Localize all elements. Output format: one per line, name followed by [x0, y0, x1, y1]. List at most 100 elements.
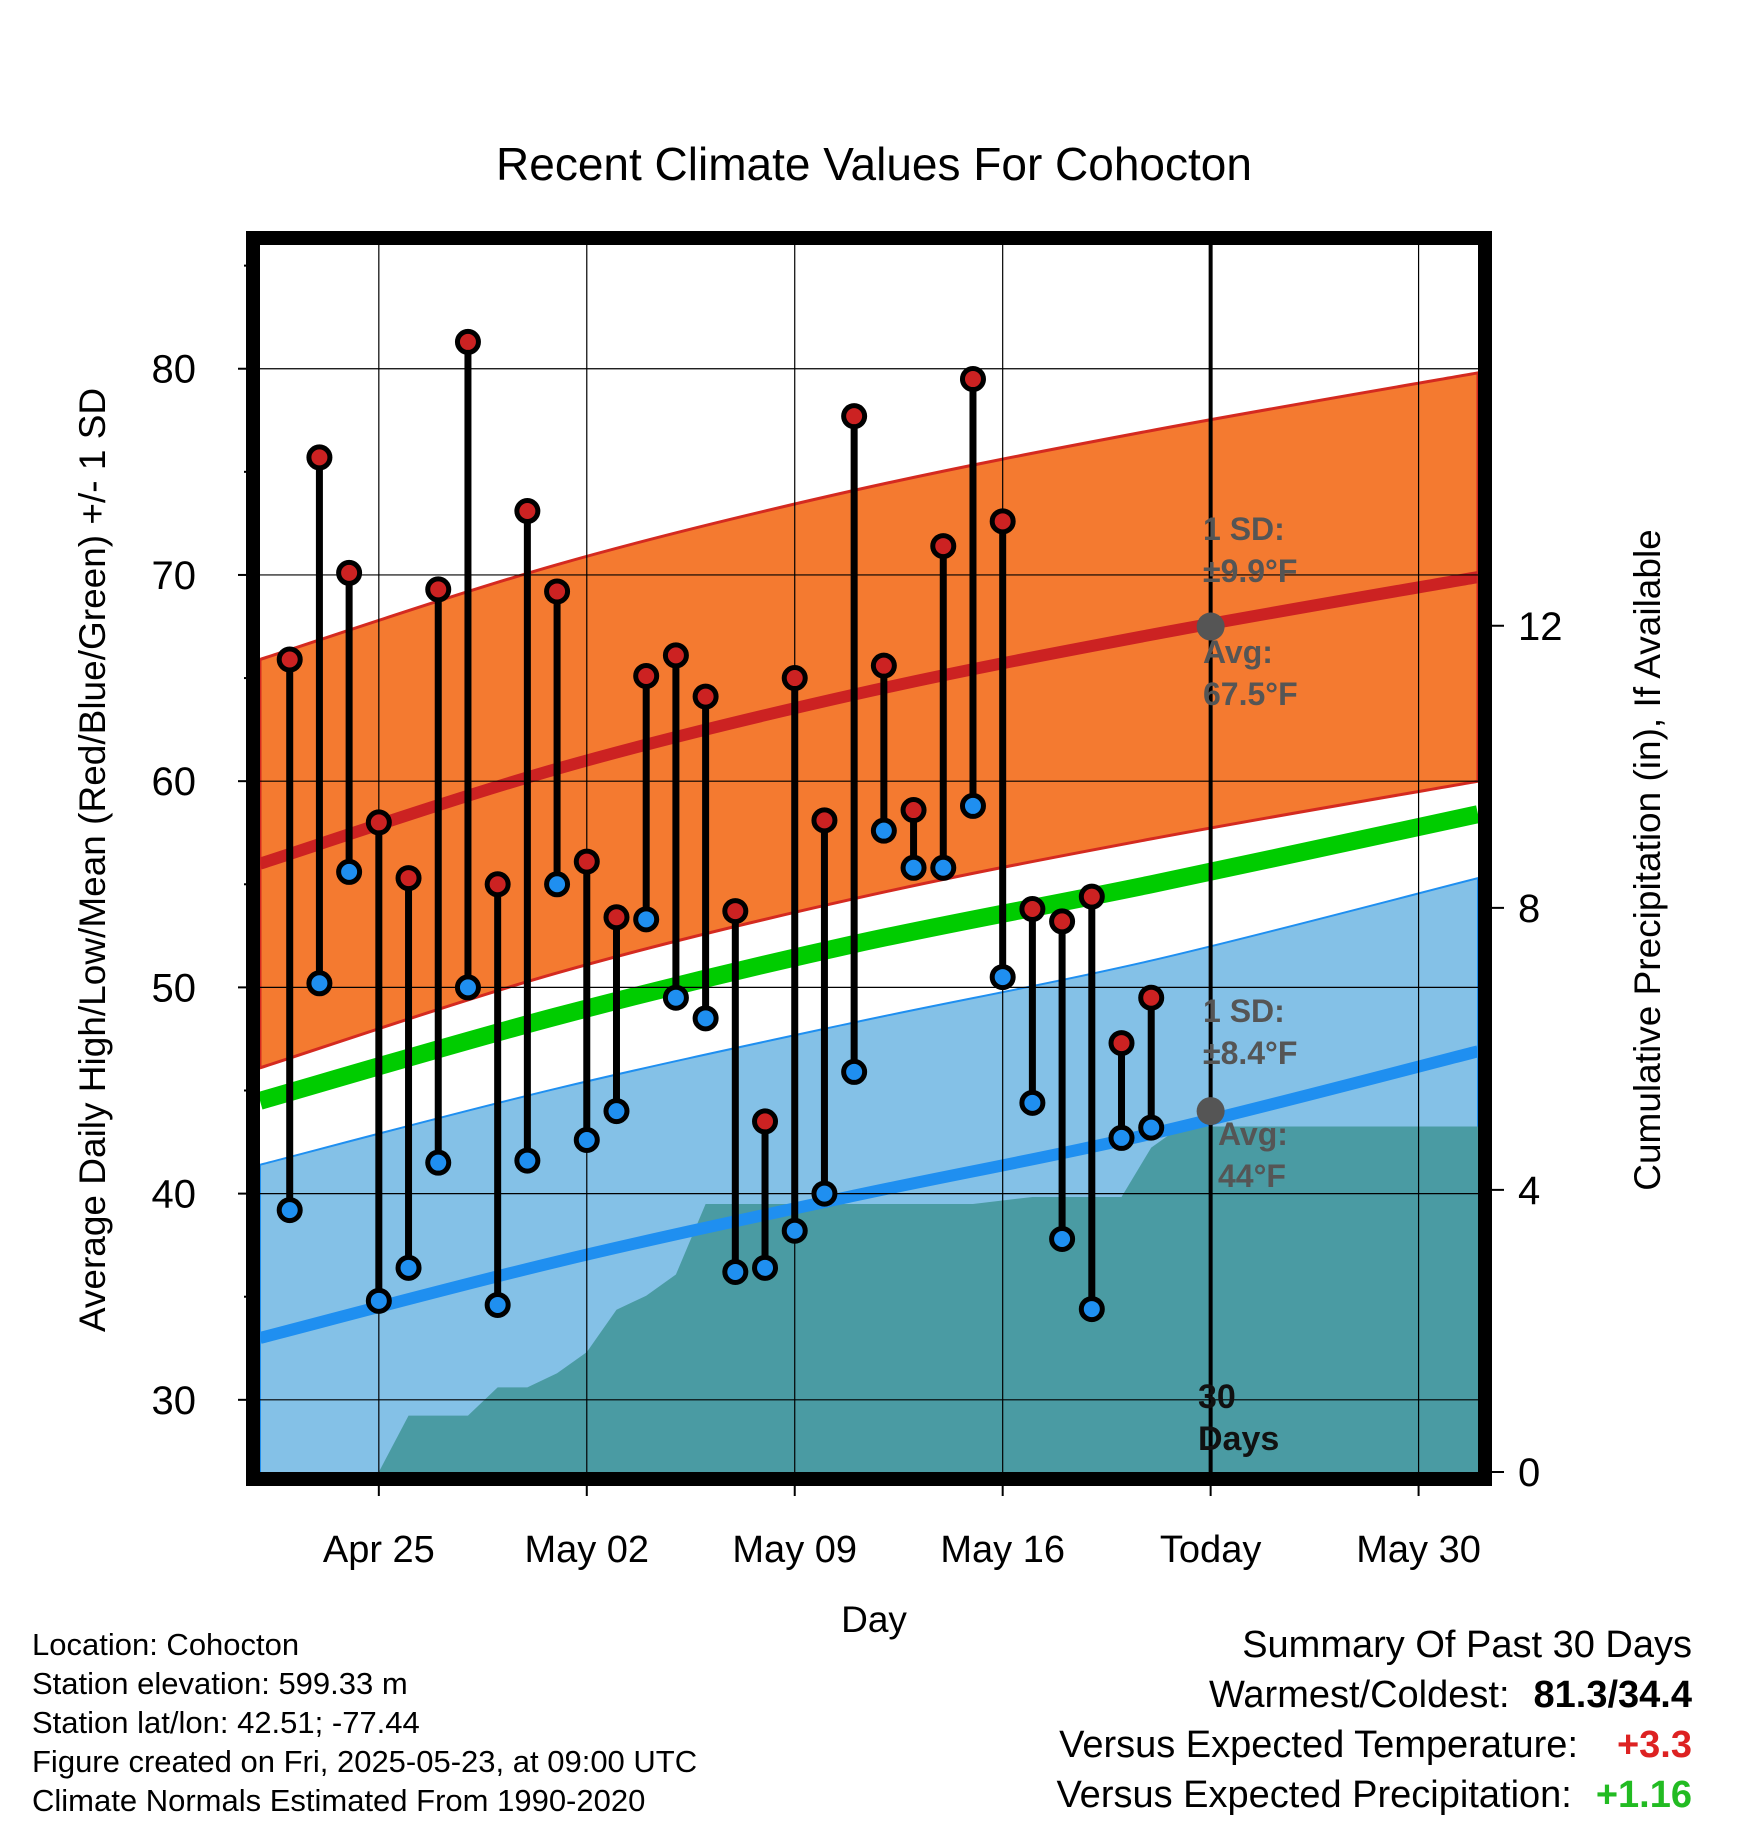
high-temp-point [989, 508, 1016, 535]
high-temp-point [365, 809, 392, 836]
low-temp-point [484, 1291, 511, 1318]
y-right-tick-label: 0 [1518, 1451, 1540, 1495]
high-sd-value: ±9.9°F [1203, 553, 1297, 589]
precip-label: Versus Expected Precipitation: [1056, 1774, 1572, 1816]
low-temp-point [811, 1180, 838, 1207]
x-tick-label: May 16 [940, 1529, 1065, 1571]
low-temp-point [1049, 1225, 1076, 1252]
plot-area: 1 SD: ±9.9°F Avg: 67.5°F 1 SD: ±8.4°F Avg: 44°F… [152, 231, 1563, 1571]
high-temp-point [573, 848, 600, 875]
low-temp-point [1078, 1296, 1105, 1323]
high-temp-point [1019, 896, 1046, 923]
y-left-tick-label: 30 [152, 1379, 197, 1423]
high-temp-point [306, 444, 333, 471]
low-temp-point [1108, 1124, 1135, 1151]
high-temp-point [662, 642, 689, 669]
precip-value: +1.16 [1595, 1774, 1692, 1816]
y-left-tick-label: 40 [152, 1173, 197, 1217]
y-axis-left-label: Average Daily High/Low/Mean (Red/Blue/Gr… [72, 388, 113, 1332]
low-temp-point [395, 1254, 422, 1281]
y-left-tick-label: 60 [152, 760, 197, 804]
low-temp-point [514, 1147, 541, 1174]
high-temp-point [959, 366, 986, 393]
y-right-tick-label: 8 [1518, 887, 1540, 931]
y-left-tick-label: 70 [152, 554, 197, 598]
high-temp-point [395, 865, 422, 892]
warm-cold-label: Warmest/Coldest: [1208, 1674, 1510, 1716]
low-temp-point [1019, 1089, 1046, 1116]
low-temp-point [633, 906, 660, 933]
low-avg-value: 44°F [1218, 1158, 1286, 1194]
high-temp-point [425, 576, 452, 603]
low-temp-point [336, 858, 363, 885]
high-temp-point [1108, 1030, 1135, 1057]
chart-title: Recent Climate Values For Cohocton [496, 138, 1252, 190]
high-temp-point [722, 898, 749, 925]
plot-frame [246, 231, 1492, 1486]
high-temp-point [276, 646, 303, 673]
high-temp-point [752, 1108, 779, 1135]
low-temp-point [603, 1098, 630, 1125]
low-sd-value: ±8.4°F [1203, 1035, 1297, 1071]
x-axis-label: Day [841, 1599, 907, 1640]
high-temp-point [841, 403, 868, 430]
precip-area [260, 1126, 1478, 1472]
y-left-tick-label: 50 [152, 966, 197, 1010]
low-temp-point [989, 964, 1016, 991]
y-right-tick-label: 12 [1518, 605, 1563, 649]
low-temp-point [365, 1287, 392, 1314]
high-temp-point [603, 904, 630, 931]
y-axis-right-label: Cumulative Precipitation (in), If Availa… [1627, 529, 1668, 1191]
low-temp-point [900, 854, 927, 881]
high-temp-point [514, 498, 541, 525]
precip-row: Versus Expected Precipitation: +1.16 [1056, 1770, 1692, 1820]
low-temp-point [573, 1126, 600, 1153]
low-temp-point [276, 1197, 303, 1224]
location-text: Location: Cohocton [32, 1627, 300, 1662]
x-tick-label: May 09 [732, 1529, 857, 1571]
high-temp-point [544, 578, 571, 605]
created-text: Figure created on Fri, 2025-05-23, at 09… [32, 1744, 698, 1779]
high-temp-point [811, 807, 838, 834]
y-left-tick-label: 80 [152, 348, 197, 392]
low-temp-point [870, 817, 897, 844]
low-temp-point [662, 984, 689, 1011]
high-temp-point [870, 652, 897, 679]
high-temp-point [454, 328, 481, 355]
low-temp-point [454, 974, 481, 1001]
temp-row: Versus Expected Temperature: +3.3 [1056, 1720, 1692, 1770]
high-temp-point [484, 871, 511, 898]
x-tick-label: Today [1160, 1529, 1261, 1571]
low-avg-today-marker [1196, 1097, 1225, 1126]
low-temp-point [841, 1058, 868, 1085]
days-number: 30 [1198, 1378, 1236, 1416]
high-temp-point [336, 559, 363, 586]
y-right-tick-label: 4 [1518, 1169, 1540, 1213]
warm-cold-value: 81.3/34.4 [1533, 1674, 1692, 1716]
low-avg-label: Avg: [1218, 1116, 1288, 1152]
high-temp-point [692, 683, 719, 710]
x-tick-label: Apr 25 [323, 1529, 435, 1571]
temp-label: Versus Expected Temperature: [1059, 1724, 1578, 1766]
station-info: Location: Cohocton Station elevation: 59… [32, 1625, 697, 1820]
days-word: Days [1198, 1420, 1279, 1458]
plot-clip-group [260, 245, 1478, 1472]
low-temp-point [959, 792, 986, 819]
high-temp-point [1049, 908, 1076, 935]
x-tick-label: May 02 [524, 1529, 649, 1571]
high-avg-today-marker [1196, 612, 1225, 641]
warm-cold-row: Warmest/Coldest: 81.3/34.4 [1056, 1670, 1692, 1720]
high-avg-label: Avg: [1203, 634, 1273, 670]
elevation-text: Station elevation: 599.33 m [32, 1666, 408, 1701]
low-temp-point [930, 854, 957, 881]
low-avg-line [260, 1045, 1478, 1344]
low-temp-point [781, 1217, 808, 1244]
normals-text: Climate Normals Estimated From 1990-2020 [32, 1783, 646, 1818]
low-temp-point [544, 871, 571, 898]
high-temp-point [900, 797, 927, 824]
high-temp-point [1138, 984, 1165, 1011]
temp-value: +3.3 [1616, 1724, 1692, 1766]
low-temp-point [1138, 1114, 1165, 1141]
low-sd-label: 1 SD: [1203, 993, 1285, 1029]
